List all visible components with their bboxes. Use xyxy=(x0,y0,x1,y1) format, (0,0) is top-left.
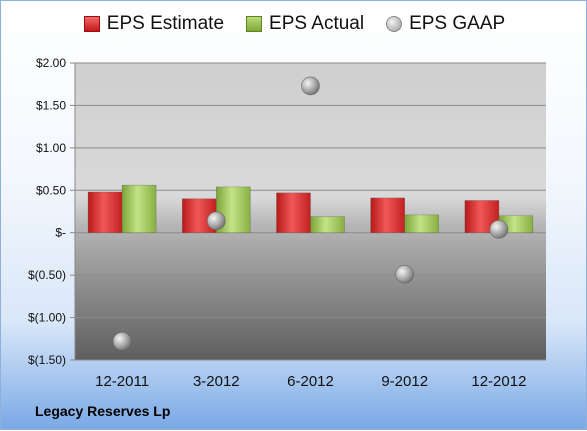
y-tick-label: $2.00 xyxy=(36,56,66,70)
point-eps-gaap xyxy=(207,211,226,231)
y-tick-label: $(1.50) xyxy=(28,353,66,367)
gaap-swatch xyxy=(386,16,403,32)
bar-eps-actual xyxy=(310,216,345,234)
point-eps-gaap xyxy=(395,264,415,284)
y-tick-label: $(1.00) xyxy=(28,311,66,325)
company-name: Legacy Reserves Lp xyxy=(35,403,171,419)
point-eps-gaap xyxy=(112,332,132,351)
y-tick-label: $0.50 xyxy=(36,183,66,197)
bar-eps-estimate xyxy=(370,197,406,234)
bar-eps-actual xyxy=(404,214,440,234)
bar-eps-estimate xyxy=(87,191,123,234)
y-tick-label: $- xyxy=(55,226,66,240)
legend-label-estimate: EPS Estimate xyxy=(106,13,225,34)
point-eps-gaap xyxy=(301,76,320,96)
legend-item-gaap: EPS GAAP xyxy=(386,13,505,35)
legend: EPS Estimate EPS Actual EPS GAAP xyxy=(1,13,587,35)
point-eps-gaap xyxy=(489,220,509,239)
legend-label-actual: EPS Actual xyxy=(269,13,365,34)
legend-item-estimate: EPS Estimate xyxy=(83,13,225,35)
y-tick-label: $1.50 xyxy=(36,98,66,112)
x-tick-label: 12-2011 xyxy=(95,373,149,390)
legend-item-actual: EPS Actual xyxy=(246,13,364,35)
bar-eps-actual xyxy=(121,184,157,234)
estimate-swatch xyxy=(83,16,100,32)
bar-eps-estimate xyxy=(276,192,311,234)
legend-label-gaap: EPS GAAP xyxy=(409,13,506,34)
x-tick-label: 6-2012 xyxy=(287,373,334,390)
y-tick-label: $(0.50) xyxy=(28,268,66,282)
actual-swatch xyxy=(246,16,263,32)
y-tick-label: $1.00 xyxy=(36,141,66,155)
x-tick-label: 12-2012 xyxy=(471,373,526,390)
x-tick-label: 3-2012 xyxy=(193,373,240,390)
x-tick-label: 9-2012 xyxy=(381,373,428,390)
